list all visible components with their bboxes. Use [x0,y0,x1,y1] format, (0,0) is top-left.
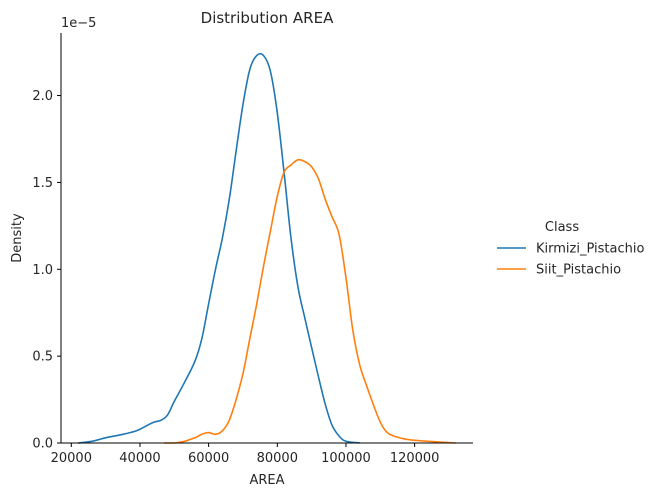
y-tick-label: 0.5 [32,350,53,365]
y-axis-offset-text: 1e−5 [61,16,96,31]
legend-label: Kirmizi_Pistachio [536,242,644,257]
x-tick-label: 60000 [188,451,229,466]
x-tick-label: 120000 [390,451,440,466]
legend-label: Siit_Pistachio [536,263,621,278]
y-tick-label: 2.0 [32,89,53,104]
y-axis-label: Density [10,213,25,263]
series-line-siit-pistachio [164,158,456,444]
y-tick-label: 0.0 [32,437,53,452]
x-tick-label: 20000 [51,451,92,466]
y-tick-label: 1.5 [32,176,53,191]
chart-title: Distribution AREA [201,9,334,27]
x-tick-label: 100000 [321,451,371,466]
y-axis-ticks: 0.0 0.5 1.0 1.5 2.0 [32,89,61,452]
series-line-kirmizi-pistachio [78,52,360,444]
x-tick-label: 40000 [119,451,160,466]
x-axis-ticks: 20000 40000 60000 80000 100000 120000 [51,443,440,466]
y-tick-label: 1.0 [32,263,53,278]
legend-title: Class [545,220,579,235]
legend: Class Kirmizi_Pistachio Siit_Pistachio [497,220,644,278]
plot-area [78,52,456,444]
x-tick-label: 80000 [257,451,298,466]
x-axis-label: AREA [249,473,284,488]
